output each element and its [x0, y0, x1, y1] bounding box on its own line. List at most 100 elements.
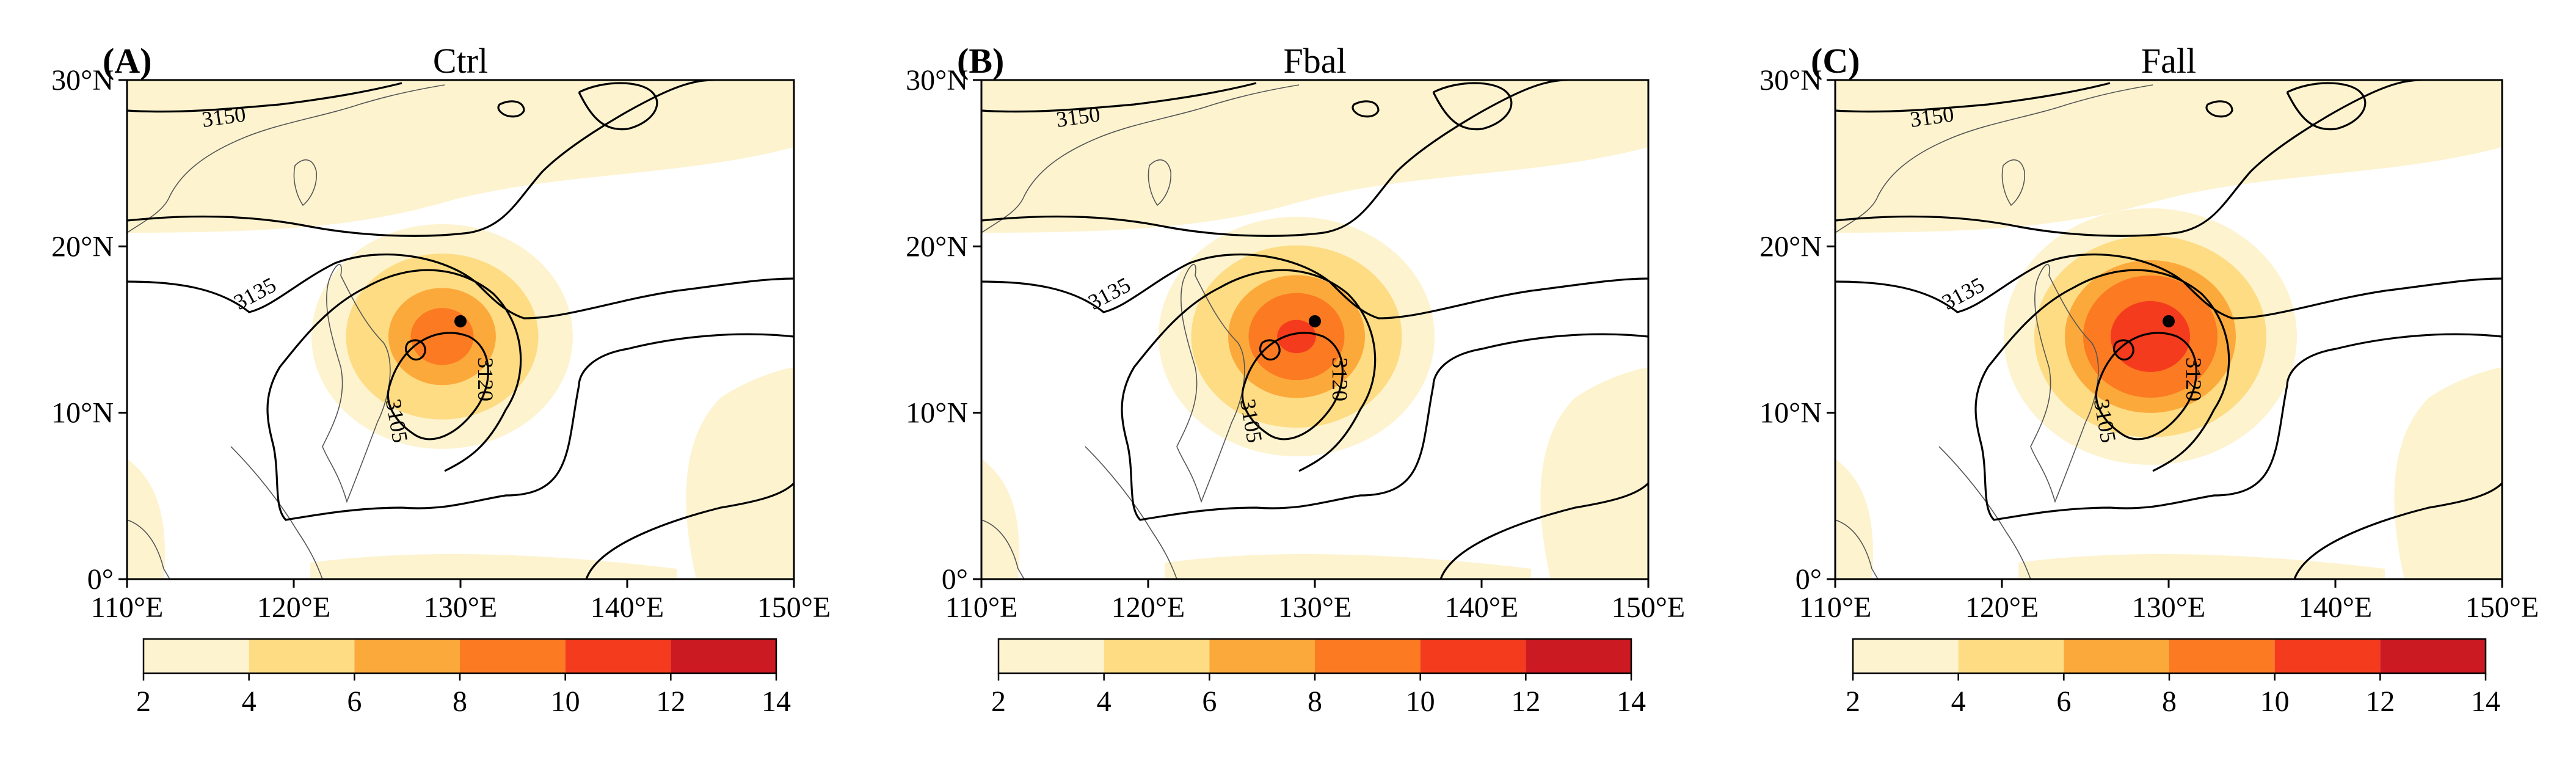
lon-tick-label: 110°E — [91, 591, 164, 624]
lon-tick-label: 150°E — [2465, 591, 2539, 624]
coastline-philippines — [1176, 264, 1245, 503]
typhoon-center-marker — [2163, 315, 2175, 327]
panel-letter: (C) — [1811, 41, 1860, 81]
colorbar-segment — [249, 639, 355, 673]
coastline-china — [981, 84, 1300, 233]
colorbar-tick-label: 14 — [762, 685, 791, 718]
coastline-china — [127, 84, 445, 233]
contour-southeast — [2293, 482, 2502, 579]
contour-label-3120: 3120 — [473, 357, 498, 401]
colorbar-segment — [2169, 639, 2275, 673]
contour-3105 — [387, 332, 489, 440]
lon-tick-label: 140°E — [1445, 591, 1519, 624]
colorbar-tick-label: 14 — [1617, 685, 1646, 718]
contour-northeast-loop — [2286, 82, 2367, 131]
contour-label-3150: 3150 — [200, 101, 247, 132]
colorbar: 2 4 6 8 10 12 14 — [1846, 638, 2500, 718]
shading-southwest — [981, 459, 1019, 579]
shading-south — [1165, 554, 1531, 579]
colorbar-tick-label: 6 — [347, 685, 362, 718]
shading-southwest — [127, 459, 165, 579]
lon-tick-label: 120°E — [1965, 591, 2039, 624]
shading-north — [1835, 80, 2502, 233]
contour-small-loop — [1352, 100, 1380, 118]
contour-label-3120: 3120 — [1328, 357, 1352, 401]
colorbar-tick-label: 4 — [1097, 685, 1112, 718]
coastline-taiwan — [293, 159, 317, 206]
shading-east — [1540, 367, 1648, 579]
panel-letter: (A) — [103, 41, 152, 81]
lon-tick-label: 130°E — [2132, 591, 2206, 624]
contour-small-loop — [497, 100, 525, 118]
shading-north — [127, 80, 794, 233]
coastline-borneo — [981, 519, 1025, 579]
contour-northeast-loop — [578, 82, 658, 131]
lon-tick-label: 120°E — [257, 591, 331, 624]
colorbar-tick-label: 10 — [1406, 685, 1435, 718]
coastline-philippines — [2030, 264, 2099, 503]
lat-tick-label: 10°N — [51, 397, 114, 429]
typhoon-center-marker — [454, 315, 467, 327]
contour-3105 — [1241, 332, 1344, 440]
contour-3120 — [1121, 269, 1648, 521]
contour-north-1 — [127, 80, 714, 237]
lat-tick-label: 30°N — [906, 64, 968, 97]
shading-north — [981, 80, 1648, 233]
contour-label-3150: 3150 — [1055, 101, 1102, 132]
lat-tick-label: 20°N — [906, 230, 968, 263]
coastline-philippines — [322, 264, 391, 503]
colorbar: 2 4 6 8 10 12 14 — [991, 638, 1646, 718]
lat-tick-label: 30°N — [51, 64, 114, 97]
contour-3120 — [266, 269, 794, 521]
coastline-borneo — [1835, 519, 1879, 579]
colorbar-segment — [460, 639, 566, 673]
colorbar-tick-label: 6 — [2056, 685, 2071, 718]
colorbar-tick-label: 8 — [453, 685, 467, 718]
lat-tick-label: 20°N — [1759, 230, 1822, 263]
lon-tick-label: 110°E — [1799, 591, 1872, 624]
colorbar-segment — [144, 639, 249, 673]
colorbar-tick-label: 6 — [1202, 685, 1217, 718]
lat-tick-label: 0° — [1796, 563, 1822, 596]
colorbar-segment — [1315, 639, 1421, 673]
contour-3120 — [1974, 269, 2502, 521]
colorbar-tick-label: 14 — [2471, 685, 2500, 718]
lon-tick-label: 150°E — [1612, 591, 1686, 624]
colorbar: 2 4 6 8 10 12 14 — [136, 638, 791, 718]
colorbar-tick-label: 10 — [2260, 685, 2290, 718]
colorbar-segment — [2274, 639, 2381, 673]
colorbar-tick-label: 8 — [2162, 685, 2177, 718]
contour-label-3150: 3150 — [1908, 101, 1956, 132]
panel-title: Fbal — [1283, 41, 1346, 81]
lat-tick-label: 0° — [87, 563, 114, 596]
contour-label-3120: 3120 — [2181, 357, 2206, 401]
contour-southeast — [585, 482, 794, 579]
panel-letter: (B) — [957, 41, 1004, 81]
contour-inner — [2112, 339, 2134, 361]
contour-inner — [404, 339, 426, 361]
colorbar-tick-label: 4 — [1951, 685, 1966, 718]
colorbar-segment — [1104, 639, 1210, 673]
contour-3105 — [2095, 332, 2197, 440]
lon-tick-label: 120°E — [1112, 591, 1185, 624]
shading-south — [310, 554, 677, 579]
contour-3150 — [981, 82, 1257, 113]
colorbar-segment — [999, 639, 1104, 673]
colorbar-tick-label: 10 — [551, 685, 580, 718]
colorbar-segment — [354, 639, 460, 673]
contour-3150 — [127, 82, 402, 113]
colorbar-tick-label: 12 — [656, 685, 685, 718]
lat-tick-label: 0° — [942, 563, 968, 596]
colorbar-segment — [671, 639, 776, 673]
lon-tick-label: 130°E — [1278, 591, 1352, 624]
lat-tick-label: 20°N — [51, 230, 114, 263]
lat-tick-label: 30°N — [1759, 64, 1822, 97]
shading-east — [686, 367, 794, 579]
